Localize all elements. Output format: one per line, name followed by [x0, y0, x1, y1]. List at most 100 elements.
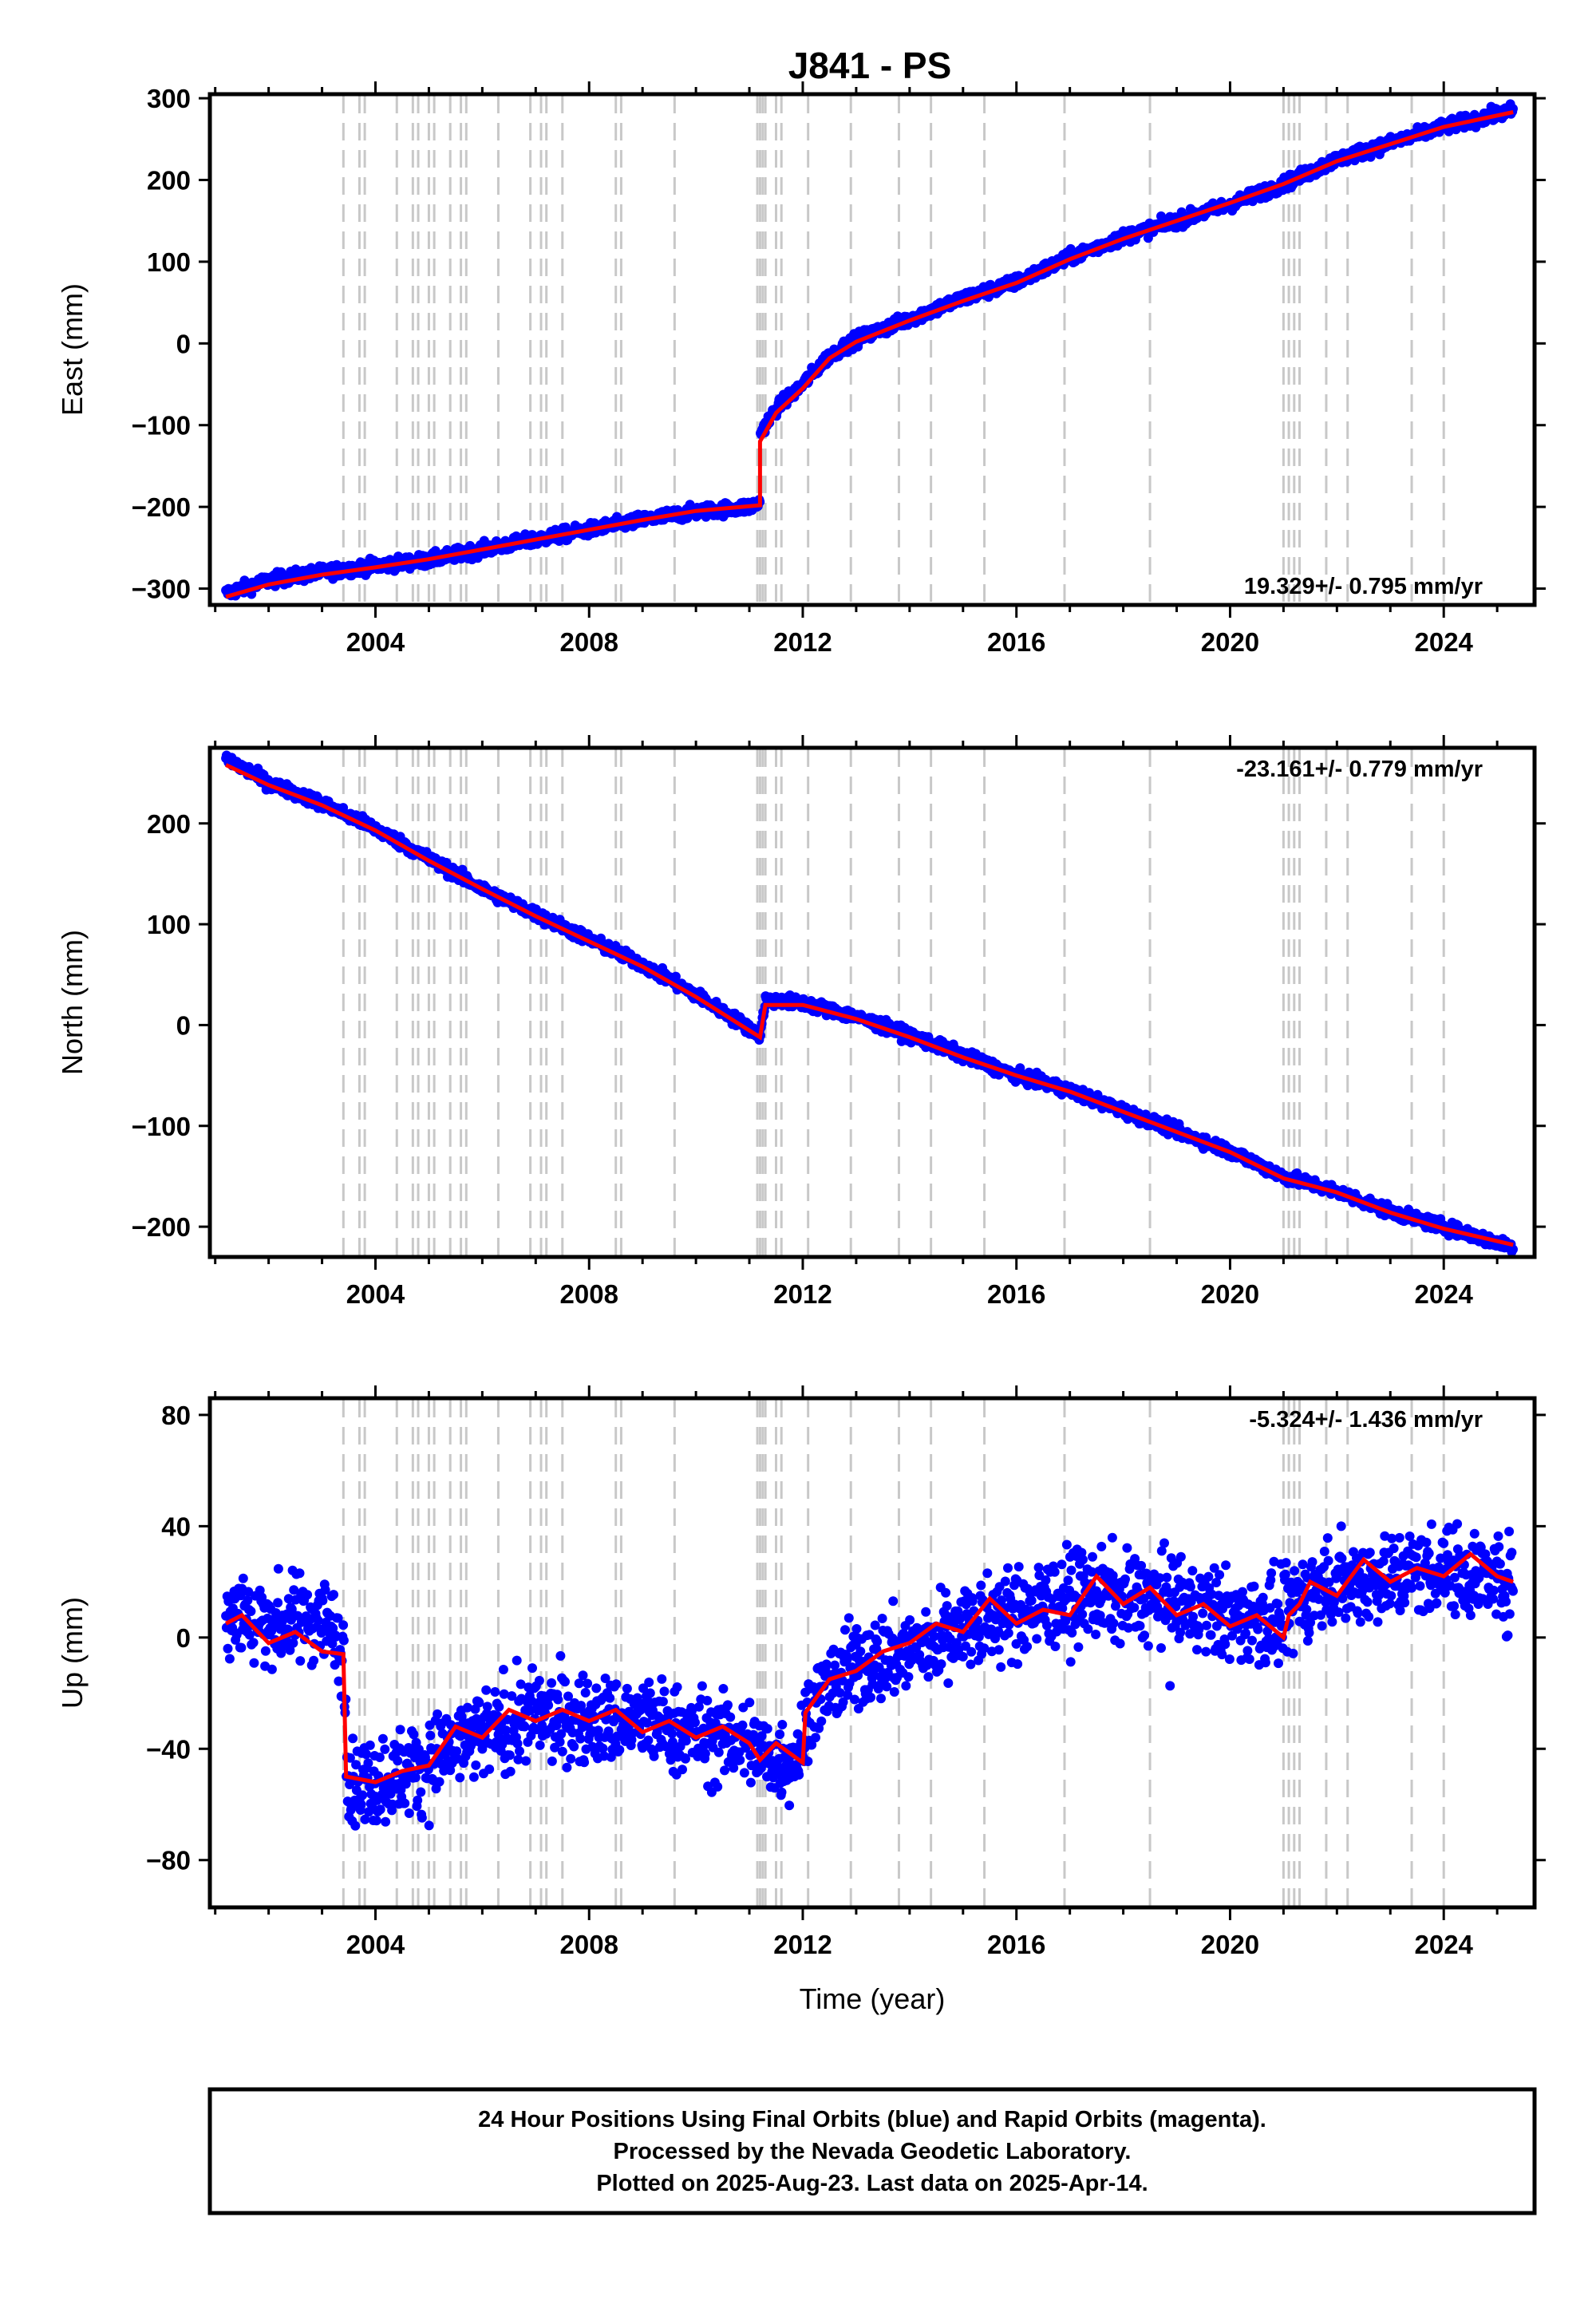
data-point	[425, 1730, 436, 1741]
data-point	[409, 1729, 419, 1740]
data-point	[413, 1795, 423, 1805]
data-point	[404, 1808, 414, 1818]
data-point	[400, 1798, 410, 1808]
x-tick-label: 2024	[1414, 1279, 1473, 1309]
data-point	[657, 1674, 667, 1684]
data-point	[605, 1693, 615, 1703]
y-tick-label: 200	[147, 166, 191, 196]
data-point	[547, 1756, 557, 1766]
data-point	[484, 1764, 495, 1774]
data-point	[519, 1721, 530, 1732]
x-tick-label: 2020	[1201, 1279, 1259, 1309]
data-point	[434, 1777, 444, 1787]
data-point	[555, 1650, 566, 1661]
data-point	[223, 1643, 233, 1654]
data-point	[273, 1563, 283, 1574]
data-point	[562, 1762, 572, 1773]
data-point	[377, 1733, 388, 1744]
y-tick-label: 200	[147, 809, 191, 839]
data-point	[273, 1598, 283, 1608]
panel-north: 2004 2008 2012 2016 2020 2024−200−1000100200N…	[56, 735, 1546, 1309]
x-tick-label: 2008	[560, 627, 618, 657]
y-tick-label: 0	[176, 329, 191, 358]
data-point	[481, 1685, 492, 1695]
data-point	[455, 1773, 465, 1783]
data-point	[583, 1678, 593, 1689]
y-tick-label: −300	[132, 575, 191, 604]
data-point	[521, 1756, 531, 1766]
y-tick-label: −100	[132, 1112, 191, 1141]
y-tick-label: 0	[176, 1010, 191, 1040]
data-point	[591, 1683, 602, 1694]
y-tick-label: 100	[147, 247, 191, 277]
data-point	[380, 1744, 390, 1754]
data-point	[309, 1655, 319, 1666]
data-point	[555, 1737, 565, 1747]
data-point	[547, 1678, 557, 1688]
panels: 2004 2008 2012 2016 2020 2024−300−200−1000100…	[56, 81, 1546, 1959]
x-tick-label: 2008	[560, 1279, 618, 1309]
data-point	[614, 1745, 625, 1755]
data-point	[482, 1701, 492, 1712]
y-tick-label: −200	[132, 492, 191, 522]
data-point	[356, 1800, 366, 1809]
x-tick-label: 2024	[1414, 627, 1473, 657]
plot-frame	[207, 745, 1537, 1259]
x-tick-label: 2012	[773, 627, 832, 657]
data-point	[338, 1635, 349, 1646]
x-tick-label: 2016	[987, 1279, 1045, 1309]
x-tick-label: 2020	[1201, 627, 1259, 657]
data-point	[224, 1654, 235, 1664]
data-point	[504, 1750, 515, 1761]
data-point	[569, 1741, 579, 1752]
data-point	[579, 1757, 590, 1768]
data-point	[365, 1740, 375, 1750]
data-point	[238, 1573, 248, 1583]
data-point	[578, 1670, 588, 1681]
data-point	[468, 1772, 479, 1782]
x-tick-label: 2016	[987, 627, 1045, 657]
data-point	[302, 1590, 313, 1600]
data-point	[490, 1687, 500, 1697]
data-point	[236, 1642, 247, 1653]
data-point	[643, 1735, 654, 1745]
data-point	[645, 1688, 655, 1698]
data-point	[557, 1746, 567, 1757]
data-point	[527, 1663, 537, 1674]
data-point	[416, 1787, 426, 1797]
y-tick-label: 100	[147, 910, 191, 939]
data-point	[611, 1679, 622, 1690]
data-point	[424, 1820, 434, 1831]
data-point	[433, 1709, 443, 1719]
data-point	[512, 1655, 522, 1666]
data-point	[375, 1804, 385, 1815]
data-point	[534, 1675, 544, 1686]
data-point	[622, 1683, 632, 1694]
data-point	[395, 1725, 405, 1735]
data-point	[575, 1733, 586, 1744]
data-point	[474, 1697, 484, 1708]
data-point	[410, 1773, 421, 1783]
plot-frame	[207, 92, 1537, 607]
panel-east: 2004 2008 2012 2016 2020 2024−300−200−1000100…	[56, 81, 1546, 657]
data-point	[649, 1751, 659, 1761]
data-point	[393, 1756, 403, 1766]
data-point	[494, 1701, 504, 1712]
y-tick-label: −100	[132, 411, 191, 441]
data-point	[295, 1656, 306, 1666]
data-point	[350, 1820, 361, 1831]
y-tick-label: −200	[132, 1212, 191, 1242]
data-point	[667, 1729, 678, 1739]
figure-title: J841 - PS	[788, 45, 952, 86]
rate-annotation: -23.161+/- 0.779 mm/yr	[1236, 757, 1483, 782]
data-point	[505, 1766, 516, 1777]
data-point	[417, 1812, 427, 1823]
data-point	[566, 1753, 576, 1764]
rate-annotation: 19.329+/- 0.795 mm/yr	[1244, 574, 1483, 599]
data-point	[318, 1595, 328, 1606]
x-tick-label: 2012	[773, 1279, 832, 1309]
data-point	[659, 1686, 670, 1697]
data-point	[338, 1620, 349, 1630]
